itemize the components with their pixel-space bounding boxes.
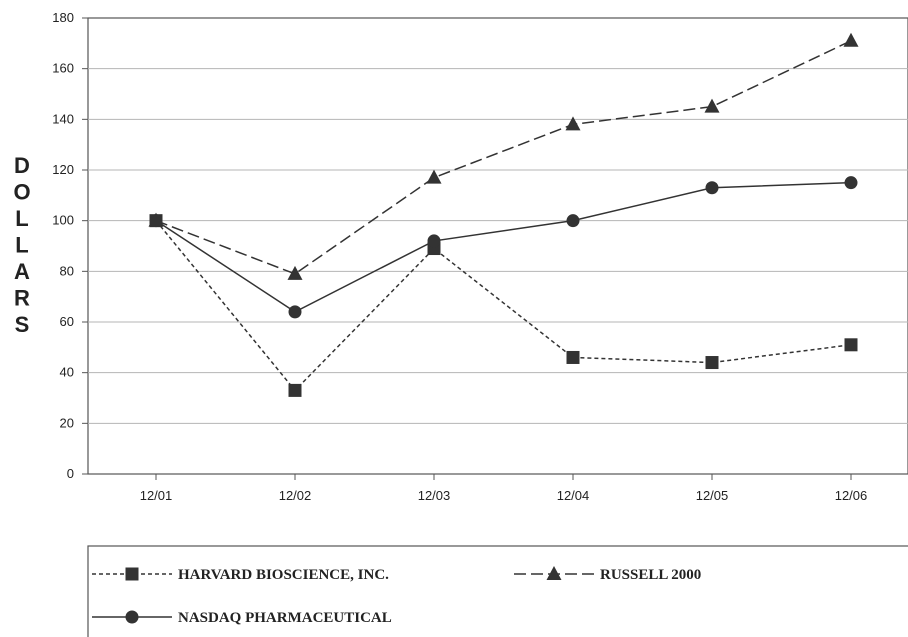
y-tick-label: 120 [52,162,74,177]
series-triangle [148,32,859,280]
data-point [704,98,720,113]
legend-item: NASDAQ PHARMACEUTICAL [92,610,392,626]
data-point [288,383,302,397]
y-tick-label: 40 [60,365,74,380]
data-point [288,305,302,319]
legend-marker [125,610,139,624]
data-point [705,181,719,195]
legend-label: HARVARD BIOSCIENCE, INC. [178,567,389,583]
y-tick-label: 20 [60,415,74,430]
series-line [155,40,852,275]
x-tick-label: 12/06 [835,488,868,503]
legend [87,545,908,637]
y-tick-label: 180 [52,10,74,25]
legend-item: RUSSELL 2000 [514,566,701,583]
data-point [566,350,580,364]
series-circle [149,176,858,319]
data-point [565,116,581,131]
data-point [149,214,163,228]
y-tick-label: 60 [60,314,74,329]
data-point [427,234,441,248]
data-point [287,265,303,280]
x-tick-label: 12/02 [279,488,312,503]
y-tick-label: 100 [52,213,74,228]
data-point [426,169,442,184]
legend-items: HARVARD BIOSCIENCE, INC. RUSSELL 2000 NASD… [92,566,701,626]
series-layer [148,32,859,397]
x-tick-label: 12/03 [418,488,451,503]
data-point [566,214,580,228]
x-tick-label: 12/04 [557,488,590,503]
series-line [155,220,852,392]
plot-area [87,17,908,475]
y-tick-label: 80 [60,263,74,278]
y-axis-ticks: 0 20 40 60 80 100 120 140 160 180 [52,10,88,481]
series-line [155,181,852,313]
legend-marker [125,567,139,581]
legend-marker [546,566,562,580]
series-square [149,214,858,397]
gridlines [88,68,908,424]
data-point [843,32,859,47]
x-axis-ticks: 12/01 12/02 12/03 12/04 12/05 12/06 [140,474,868,503]
legend-label: NASDAQ PHARMACEUTICAL [178,610,392,626]
legend-item: HARVARD BIOSCIENCE, INC. [92,567,389,583]
y-tick-label: 140 [52,111,74,126]
y-tick-label: 160 [52,61,74,76]
y-tick-label: 0 [67,466,74,481]
data-point [844,176,858,190]
legend-label: RUSSELL 2000 [600,567,701,583]
x-tick-label: 12/01 [140,488,173,503]
data-point [705,356,719,370]
x-tick-label: 12/05 [696,488,729,503]
data-point [844,338,858,352]
